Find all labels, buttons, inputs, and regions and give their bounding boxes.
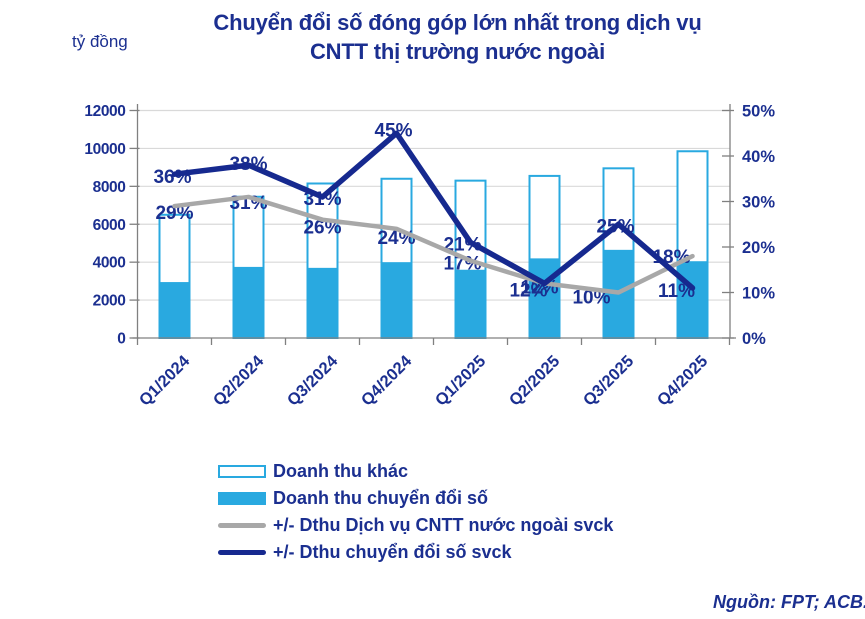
x-axis-category-label-text: Q2/2025 <box>506 352 563 409</box>
legend-swatch-navy-line-icon <box>218 549 266 555</box>
legend-label: +/- Dthu chuyển đổi số svck <box>273 541 512 562</box>
left-axis-tick-label: 8000 <box>93 179 126 196</box>
source-note: Nguồn: FPT; ACB. <box>713 592 865 612</box>
x-axis-category-label-text: Q4/2025 <box>654 352 711 409</box>
line-dthu-cntt-nuoc-ngoai <box>172 194 695 295</box>
left-axis-tick-label: 2000 <box>93 293 126 310</box>
legend-swatch-bar-solid-icon <box>218 491 266 505</box>
legend-item-doanh-thu-khac: Doanh thu khác <box>218 460 613 482</box>
right-axis-tick-label: 0% <box>742 330 766 348</box>
chart-title: Chuyển đổi số đóng góp lớn nhất trong dị… <box>60 8 855 66</box>
left-axis-tick-label: 10000 <box>84 141 125 158</box>
right-axis-tick-label: 40% <box>742 148 775 166</box>
data-label-gray-series: 29% <box>155 203 193 224</box>
bar-doanh-thu-chuyen-doi-so <box>307 267 338 338</box>
right-axis-tick-label: 50% <box>742 103 775 121</box>
bar-doanh-thu-chuyen-doi-so <box>159 282 190 338</box>
x-axis-category-label: Q3/2024 <box>284 352 342 410</box>
legend-swatch-bar-outline-icon <box>218 464 266 478</box>
x-axis-category-label: Q4/2025 <box>654 352 711 409</box>
left-axis-tick-label: 4000 <box>93 255 126 272</box>
x-axis-category-label: Q1/2025 <box>432 352 489 409</box>
data-label-navy-series: 21% <box>443 234 481 255</box>
x-axis-category-label-text: Q1/2024 <box>136 352 194 410</box>
right-axis-tick-label: 20% <box>742 239 775 257</box>
bar-doanh-thu-chuyen-doi-so <box>455 269 486 338</box>
bar-doanh-thu-chuyen-doi-so <box>381 262 412 338</box>
x-axis-category-label: Q2/2025 <box>506 352 563 409</box>
right-axis-tick-label: 10% <box>742 285 775 303</box>
x-axis-category-label: Q3/2025 <box>580 352 637 409</box>
x-axis-category-label-text: Q3/2025 <box>580 352 637 409</box>
bar-doanh-thu-chuyen-doi-so <box>529 258 560 338</box>
chart-legend: Doanh thu khác Doanh thu chuyển đổi số +… <box>218 460 613 563</box>
data-label-gray-series: 10% <box>572 288 610 309</box>
legend-item-dthu-cntt-nuoc-ngoai: +/- Dthu Dịch vụ CNTT nước ngoài svck <box>218 514 613 536</box>
x-axis-category-label: Q2/2024 <box>210 352 268 410</box>
legend-swatch-gray-line-icon <box>218 522 266 528</box>
data-label-navy-series: 11% <box>658 281 695 302</box>
left-axis-tick-label: 0 <box>117 331 125 348</box>
data-label-navy-series: 45% <box>374 120 412 141</box>
legend-label: +/- Dthu Dịch vụ CNTT nước ngoài svck <box>273 514 614 535</box>
bar-doanh-thu-chuyen-doi-so <box>233 266 264 338</box>
legend-label: Doanh thu chuyển đổi số <box>273 487 488 508</box>
right-axis-tick-label: 30% <box>742 194 775 212</box>
x-axis-category-label: Q4/2024 <box>358 352 416 410</box>
x-axis-category-label-text: Q3/2024 <box>284 352 342 410</box>
legend-item-doanh-thu-chuyen-doi-so: Doanh thu chuyển đổi số <box>218 487 613 509</box>
bar-doanh-thu-chuyen-doi-so <box>677 261 708 338</box>
legend-item-dthu-chuyen-doi-so: +/- Dthu chuyển đổi số svck <box>218 541 613 563</box>
legend-label: Doanh thu khác <box>273 460 409 481</box>
x-axis-category-label-text: Q4/2024 <box>358 352 416 410</box>
x-axis-category-label-text: Q2/2024 <box>210 352 268 410</box>
line-dthu-chuyen-doi-so <box>171 130 696 291</box>
x-axis-category-label: Q1/2024 <box>136 352 194 410</box>
x-axis-category-label-text: Q1/2025 <box>432 352 489 409</box>
left-axis-tick-label: 6000 <box>93 217 126 234</box>
chart-title-line1: Chuyển đổi số đóng góp lớn nhất trong dị… <box>213 10 702 35</box>
data-label-gray-series: 12% <box>509 280 547 301</box>
y-axis-unit-label: tỷ đồng <box>72 32 128 51</box>
chart-title-line2: CNTT thị trường nước ngoài <box>309 39 606 64</box>
left-axis-tick-label: 12000 <box>84 103 125 120</box>
